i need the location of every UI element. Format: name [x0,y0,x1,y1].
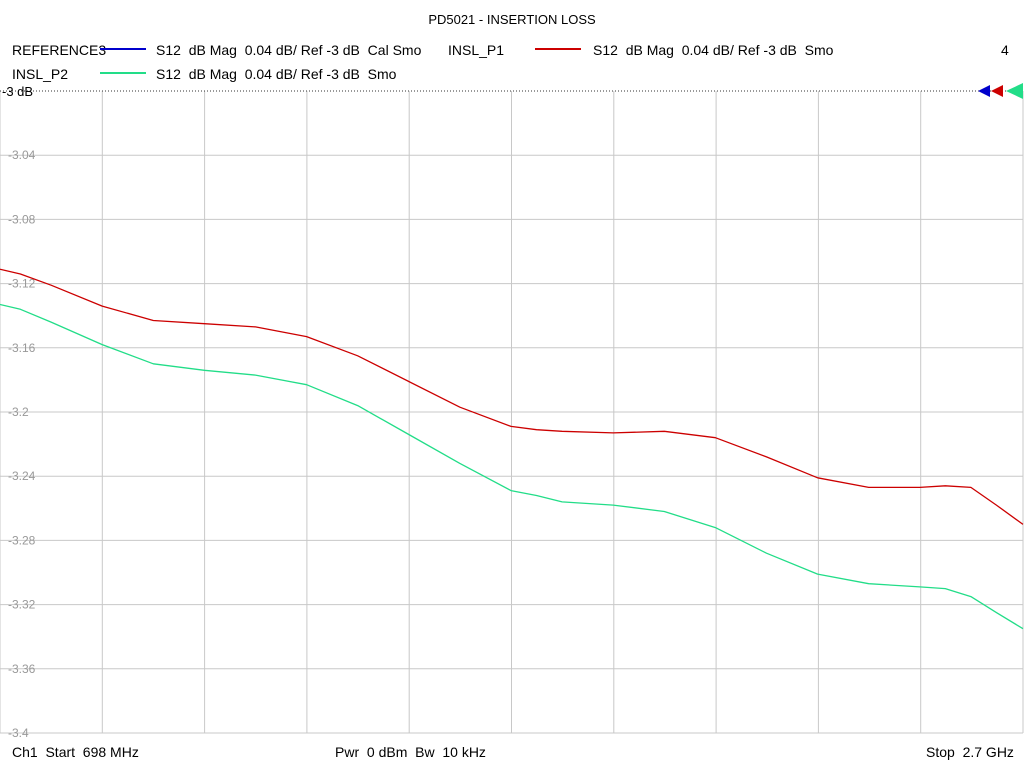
series-line-insl-p2 [0,303,1024,630]
footer-stop: Stop 2.7 GHz [926,744,1014,760]
reference-marker-insl-p1 [991,85,1003,97]
legend-name-insl-p1: INSL_P1 [448,42,505,58]
y-tick-label: -3.04 [8,148,36,162]
legend-name-reference3: REFERENCE3 [12,42,107,58]
legend-line-insl-p1 [535,48,581,50]
legend-line-reference3 [100,48,146,50]
legend-desc-insl-p2: S12 dB Mag 0.04 dB/ Ref -3 dB Smo [156,66,397,82]
y-tick-label: -3.24 [8,469,36,483]
y-tick-label: -3.36 [8,662,36,676]
reference-marker-insl-p2 [1006,83,1023,99]
y-tick-labels: -3 dB -3.04 -3.08 -3.12 -3.16 -3.2 -3.24 -3.28 -… [2,84,36,740]
legend-desc-reference3: S12 dB Mag 0.04 dB/ Ref -3 dB Cal Smo [156,42,422,58]
channel-count: 4 [1001,42,1009,58]
y-tick-label: -3.08 [8,212,36,226]
reference-marker-reference3 [978,85,990,97]
reference-markers [978,83,1023,99]
grid [0,90,1024,734]
footer-start: Ch1 Start 698 MHz [12,744,139,760]
series-lines [0,268,1024,630]
y-tick-label: -3.16 [8,341,36,355]
y-tick-label: -3.4 [8,726,29,740]
legend-line-insl-p2 [100,72,146,74]
y-tick-label: -3.2 [8,405,29,419]
chart-title: PD5021 - INSERTION LOSS [428,12,596,27]
footer-power: Pwr 0 dBm Bw 10 kHz [335,744,486,760]
legend-name-insl-p2: INSL_P2 [12,66,69,82]
reference-label: -3 dB [2,84,33,99]
y-tick-label: -3.28 [8,533,36,547]
legend-desc-insl-p1: S12 dB Mag 0.04 dB/ Ref -3 dB Smo [593,42,834,58]
y-tick-label: -3.12 [8,277,36,291]
y-tick-label: -3.32 [8,598,36,612]
series-line-insl-p1 [0,268,1024,525]
